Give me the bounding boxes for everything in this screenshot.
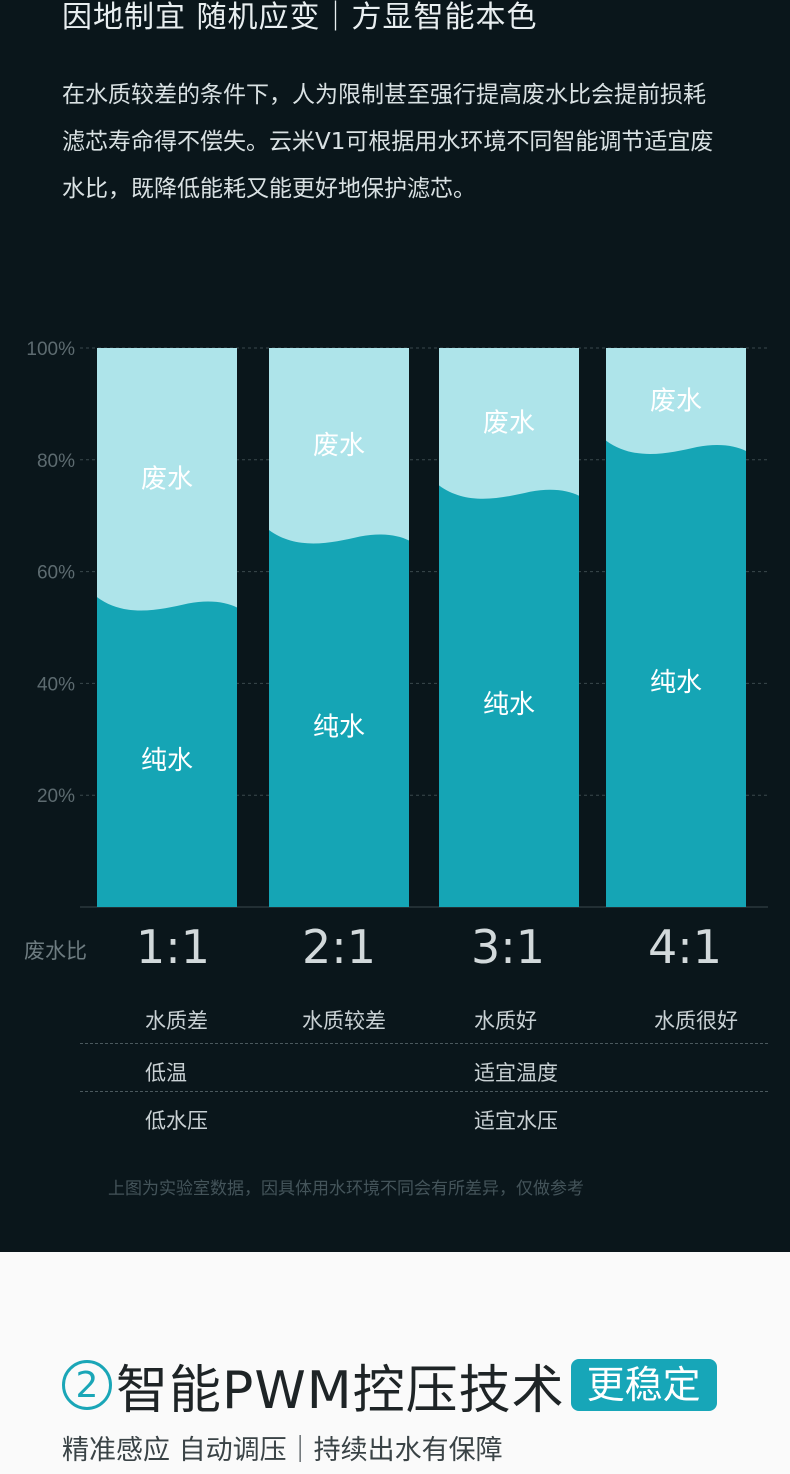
section-number-icon: 2 [62,1360,112,1410]
waste-water-label: 废水 [483,409,535,439]
bar-pure-water [439,485,579,907]
section2-heading: 智能PWM控压技术 [116,1360,565,1421]
row-divider [80,1091,768,1092]
pure-water-label: 纯水 [313,713,365,743]
pure-water-label: 纯水 [650,668,702,698]
temperature-label: 适宜温度 [474,1061,558,1085]
waste-water-label: 废水 [650,386,702,416]
bar-pure-water [606,440,746,907]
y-tick-label: 20% [37,786,75,807]
y-tick-label: 80% [37,451,75,472]
row-divider [80,1043,768,1044]
waste-water-label: 废水 [141,465,193,495]
pure-water-label: 纯水 [483,690,535,720]
headline: 因地制宜 随机应变｜方显智能本色 [62,0,538,35]
quality-label: 水质好 [474,1009,537,1033]
quality-label: 水质差 [145,1009,208,1033]
section2-subtitle: 精准感应 自动调压｜持续出水有保障 [62,1435,503,1466]
section2-title: 2 智能PWM控压技术 更稳定 [62,1350,717,1421]
pressure-label: 适宜水压 [474,1109,558,1133]
section2-badge: 更稳定 [570,1359,717,1411]
quality-label: 水质较差 [302,1009,386,1033]
pure-water-label: 纯水 [141,746,193,776]
pressure-label: 低水压 [145,1109,208,1133]
ratio-2-1: 2:1 [301,920,377,974]
y-tick-label: 40% [37,674,75,695]
ratio-3-1: 3:1 [470,920,546,974]
y-tick-label: 60% [37,563,75,584]
ratio-4-1: 4:1 [647,920,723,974]
intro-paragraph: 在水质较差的条件下，人为限制甚至强行提高废水比会提前损耗滤芯寿命得不偿失。云米V… [62,82,714,202]
dark-section: 因地制宜 随机应变｜方显智能本色 在水质较差的条件下，人为限制甚至强行提高废水比… [0,0,790,1252]
quality-label: 水质很好 [654,1009,738,1033]
y-tick-label: 100% [26,339,75,360]
waste-water-label: 废水 [313,431,365,461]
temperature-label: 低温 [145,1061,187,1085]
ratio-1-1: 1:1 [135,920,211,974]
lab-data-note: 上图为实验室数据，因具体用水环境不同会有所差异，仅做参考 [108,1179,584,1199]
ratio-axis-label: 废水比 [24,939,87,963]
bar-pure-water [269,530,409,907]
bar-pure-water [97,597,237,907]
